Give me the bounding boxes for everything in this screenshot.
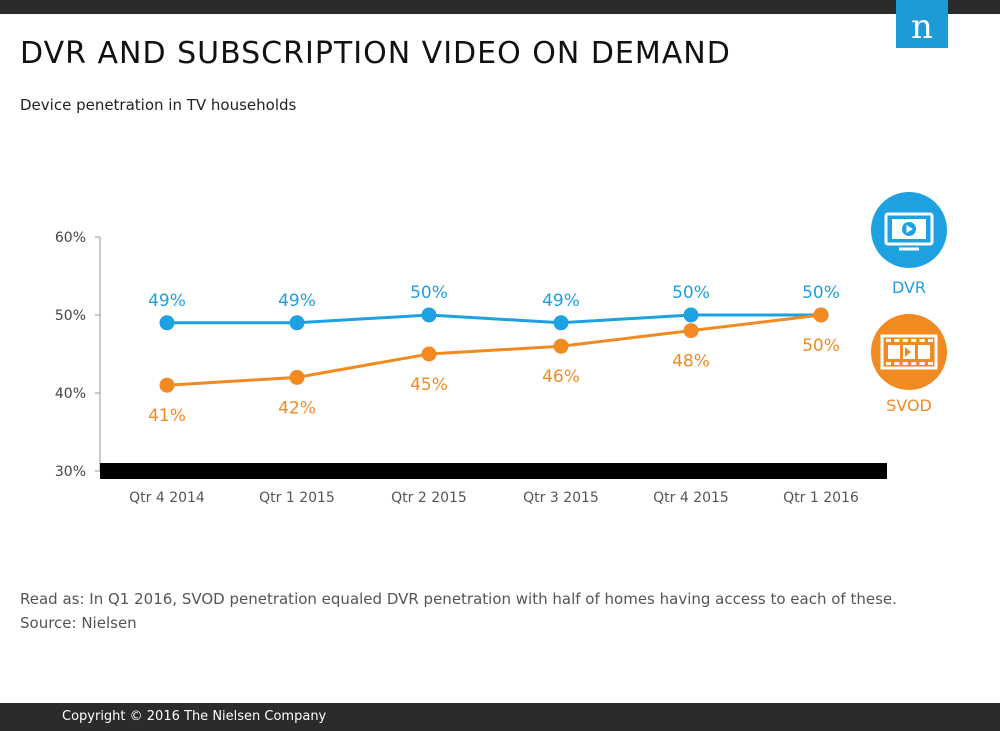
data-point — [421, 346, 437, 362]
film-perforation — [919, 339, 925, 342]
film-perforation — [886, 362, 891, 365]
x-tick-label: Qtr 4 2014 — [129, 490, 205, 506]
data-label: 50% — [672, 283, 710, 303]
x-tick-label: Qtr 2 2015 — [391, 490, 467, 506]
y-tick-label: 30% — [55, 464, 86, 480]
data-point — [289, 315, 305, 331]
film-perforation — [911, 362, 917, 365]
source-note: Source: Nielsen — [20, 614, 137, 632]
line-chart: 30% 40% 50% 60% Qtr 4 2014 Qtr 1 2015 Qtr 2 20… — [55, 192, 947, 506]
data-point — [813, 307, 829, 323]
tv-icon — [884, 212, 934, 246]
film-perforation — [902, 362, 908, 365]
data-label: 50% — [802, 283, 840, 303]
footer-bar: Copyright © 2016 The Nielsen Company — [0, 703, 1000, 731]
x-tick-label: Qtr 3 2015 — [523, 490, 599, 506]
data-label: 50% — [802, 336, 840, 356]
data-point — [553, 315, 569, 331]
film-perforation — [928, 339, 933, 342]
x-axis-baseline — [100, 463, 887, 479]
page-title: DVR AND SUBSCRIPTION VIDEO ON DEMAND — [20, 36, 731, 71]
data-point — [159, 377, 175, 393]
series-line-svod — [166, 313, 822, 387]
play-triangle-icon — [906, 225, 913, 233]
data-label: 46% — [542, 367, 580, 387]
data-label: 50% — [410, 283, 448, 303]
film-perforation — [928, 362, 933, 365]
y-tick-label: 60% — [55, 230, 86, 246]
legend-label: SVOD — [886, 396, 932, 415]
play-triangle-icon — [905, 347, 911, 357]
film-perforation — [886, 339, 891, 342]
x-tick-label: Qtr 1 2016 — [783, 490, 859, 506]
y-tick-label: 50% — [55, 308, 86, 324]
series-line-dvr — [167, 313, 821, 325]
film-perforation — [894, 339, 900, 342]
film-perforation — [902, 339, 908, 342]
data-point — [289, 369, 305, 385]
page-subtitle: Device penetration in TV households — [20, 96, 297, 114]
data-label: 49% — [148, 291, 186, 311]
film-perforation — [894, 362, 900, 365]
chart-notes: Read as: In Q1 2016, SVOD penetration eq… — [20, 587, 897, 635]
data-point — [159, 315, 175, 331]
film-perforation — [919, 362, 925, 365]
film-frame — [888, 345, 900, 359]
logo-letter: n — [911, 7, 933, 47]
film-perforation — [911, 339, 917, 342]
data-label: 49% — [278, 291, 316, 311]
data-point — [421, 307, 437, 323]
nielsen-logo: n — [896, 0, 948, 48]
data-point — [683, 323, 699, 339]
legend-label: DVR — [892, 278, 926, 297]
data-label: 49% — [542, 291, 580, 311]
data-label: 45% — [410, 375, 448, 395]
copyright-text: Copyright © 2016 The Nielsen Company — [62, 709, 327, 724]
y-tick-label: 40% — [55, 386, 86, 402]
x-tick-label: Qtr 4 2015 — [653, 490, 729, 506]
film-frame — [918, 345, 930, 359]
x-tick-label: Qtr 1 2015 — [259, 490, 335, 506]
data-label: 48% — [672, 352, 710, 372]
data-point — [683, 307, 699, 323]
top-bar — [0, 0, 1000, 14]
data-label: 42% — [278, 398, 316, 418]
data-label: 41% — [148, 406, 186, 426]
data-point — [553, 338, 569, 354]
film-strip-icon — [880, 334, 938, 370]
read-as-note: Read as: In Q1 2016, SVOD penetration eq… — [20, 590, 897, 608]
